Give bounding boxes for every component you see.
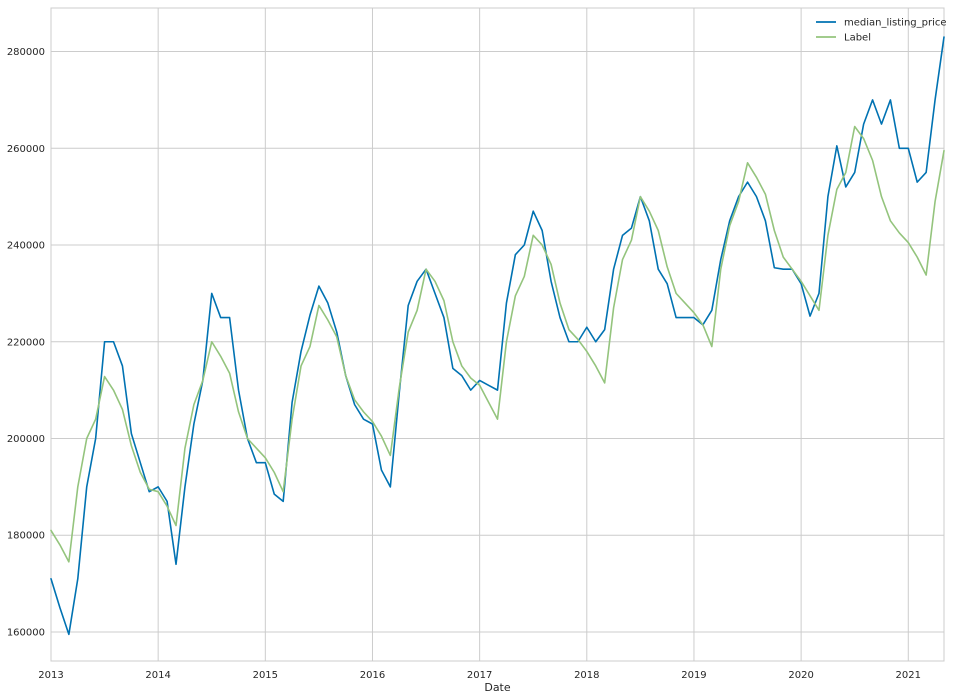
y-tick-label: 240000 bbox=[7, 241, 45, 252]
legend-label: Label bbox=[844, 33, 871, 44]
series-lines bbox=[50, 36, 945, 636]
x-tick-label: 2014 bbox=[145, 670, 170, 681]
y-tick-label: 220000 bbox=[7, 337, 45, 348]
x-axis-label: Date bbox=[484, 681, 511, 694]
legend: median_listing_price Label bbox=[816, 18, 947, 44]
x-tick-label: 2021 bbox=[896, 670, 921, 681]
x-tick-label: 2016 bbox=[360, 670, 385, 681]
y-tick-label: 160000 bbox=[7, 627, 45, 638]
y-tick-label: 180000 bbox=[7, 531, 45, 542]
series-line-label bbox=[50, 125, 945, 563]
plot-area bbox=[50, 7, 945, 662]
x-tick-label: 2013 bbox=[38, 670, 63, 681]
x-tick-label: 2018 bbox=[574, 670, 599, 681]
legend-label: median_listing_price bbox=[844, 18, 947, 29]
tick-labels: 160000 180000 200000 220000 240000 260000 2800… bbox=[7, 47, 921, 681]
y-tick-label: 260000 bbox=[7, 144, 45, 155]
x-tick-label: 2017 bbox=[467, 670, 492, 681]
y-tick-label: 280000 bbox=[7, 47, 45, 58]
grid-lines bbox=[50, 8, 944, 661]
x-tick-label: 2020 bbox=[788, 670, 813, 681]
y-tick-label: 200000 bbox=[7, 434, 45, 445]
x-tick-label: 2015 bbox=[253, 670, 278, 681]
x-tick-label: 2019 bbox=[681, 670, 706, 681]
